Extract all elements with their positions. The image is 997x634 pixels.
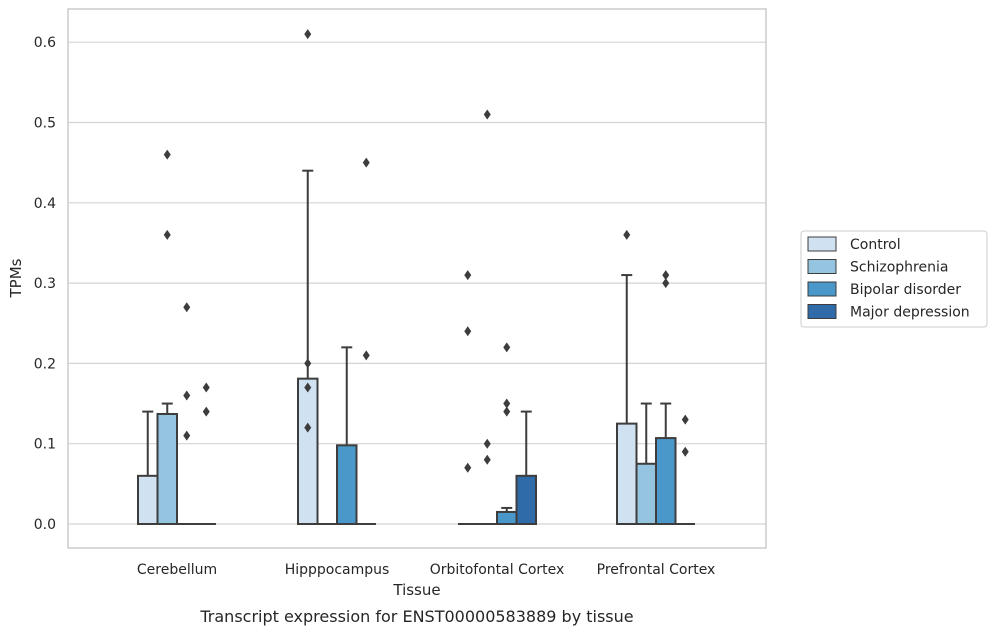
outlier-point — [681, 446, 689, 457]
outlier-point — [483, 438, 491, 449]
outlier-point — [183, 302, 191, 313]
outlier-point — [681, 414, 689, 425]
outlier-point — [464, 462, 472, 473]
x-tick-label: Hipppocampus — [285, 562, 390, 578]
legend-label: Major depression — [850, 305, 970, 321]
legend-swatch — [807, 236, 837, 252]
y-tick-label: 0.1 — [34, 437, 56, 453]
outlier-point — [183, 430, 191, 441]
bar — [635, 462, 657, 525]
x-tick-label: Cerebellum — [137, 562, 217, 578]
legend-label: Bipolar disorder — [850, 282, 961, 298]
plot-area — [68, 9, 766, 548]
outlier-point — [163, 229, 171, 240]
legend-swatch — [807, 259, 837, 274]
outlier-point — [464, 326, 472, 337]
x-tick-label: Prefrontal Cortex — [597, 562, 716, 578]
bar — [496, 510, 518, 525]
bar — [137, 474, 159, 526]
outlier-point — [662, 278, 670, 289]
outlier-point — [202, 406, 210, 417]
y-tick-label: 0.6 — [34, 35, 56, 51]
outlier-point — [503, 342, 511, 353]
y-tick-label: 0.2 — [34, 356, 56, 372]
outlier-point — [623, 229, 631, 240]
outlier-point — [483, 109, 491, 120]
x-tick-label: Orbitofontal Cortex — [430, 562, 565, 578]
x-axis-title: Tissue — [392, 581, 440, 599]
y-tick-label: 0.5 — [34, 116, 56, 132]
y-tick-label: 0.3 — [34, 276, 56, 292]
outlier-point — [362, 157, 370, 168]
bar — [655, 437, 677, 526]
outlier-point — [362, 350, 370, 361]
outlier-point — [183, 390, 191, 401]
outlier-point — [163, 149, 171, 160]
outlier-point — [304, 29, 312, 40]
chart-caption: Transcript expression for ENST0000058388… — [199, 607, 633, 626]
y-tick-labels: 0.0 0.1 0.2 0.3 0.4 0.5 0.6 — [34, 35, 56, 533]
legend: Control Schizophrenia Bipolar disorder Majo… — [800, 230, 988, 328]
outlier-point — [503, 406, 511, 417]
outlier-point — [202, 382, 210, 393]
outlier-point — [662, 270, 670, 281]
legend-label: Control — [850, 237, 901, 253]
legend-label: Schizophrenia — [850, 260, 948, 276]
whiskers — [142, 169, 672, 512]
bar — [156, 412, 178, 526]
bar — [297, 377, 319, 526]
legend-swatch — [807, 281, 837, 297]
outlier-point — [304, 382, 312, 393]
outlier-point — [464, 270, 472, 281]
legend-frame — [800, 230, 988, 328]
plot-frame — [67, 8, 767, 549]
y-tick-label: 0.0 — [34, 517, 56, 533]
legend-swatch — [807, 304, 837, 319]
bar — [336, 444, 358, 525]
y-axis-title: TPMs — [7, 258, 25, 298]
outlier-point — [304, 422, 312, 433]
outlier-point — [503, 398, 511, 409]
x-tick-labels: Cerebellum Hipppocampus Orbitofontal Corte… — [137, 562, 715, 578]
bar — [616, 422, 638, 525]
outlier-point — [483, 454, 491, 465]
y-tick-label: 0.4 — [34, 196, 56, 212]
outlier-point — [304, 358, 312, 369]
outliers — [163, 29, 689, 473]
bar — [515, 474, 537, 526]
